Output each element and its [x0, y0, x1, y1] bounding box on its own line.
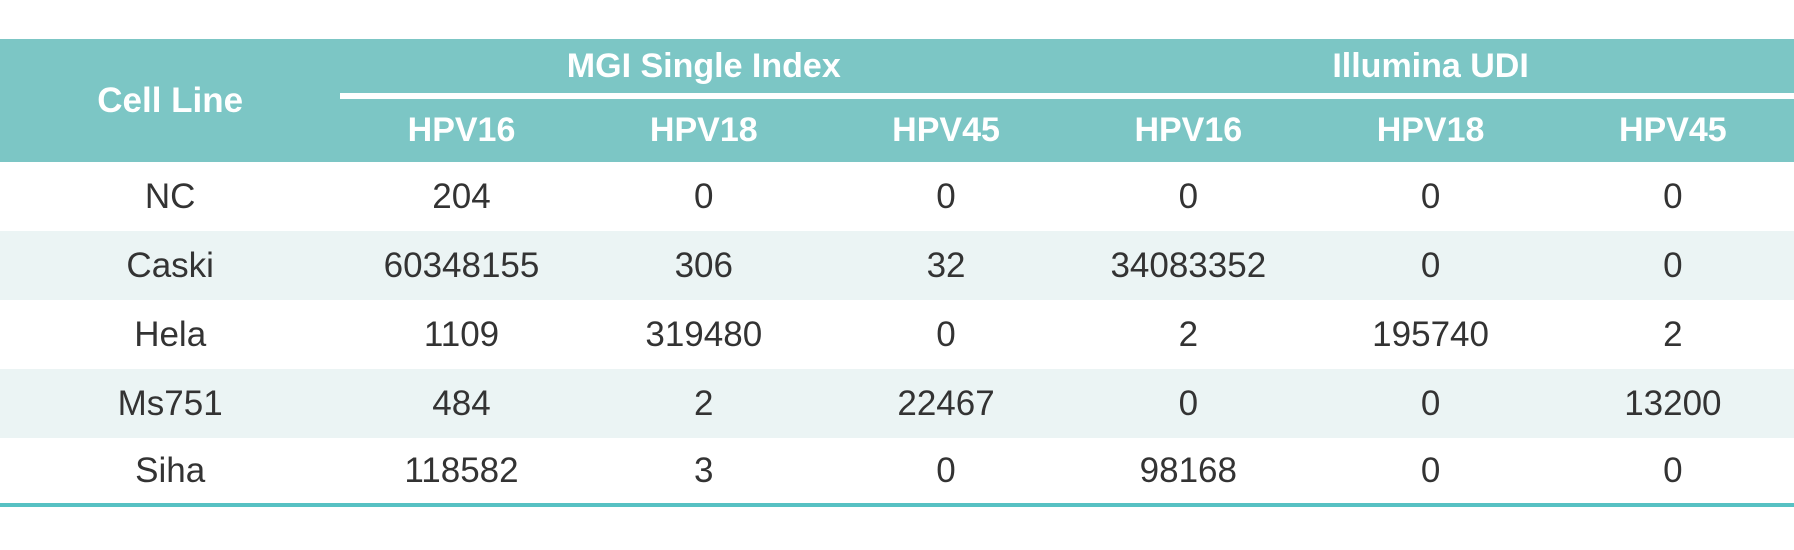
value-cell: 98168	[1067, 438, 1310, 507]
cell-line-name: Siha	[0, 438, 341, 507]
cell-line-name: NC	[0, 162, 341, 231]
value-cell: 195740	[1309, 300, 1552, 369]
column-header-mgi-hpv18: HPV18	[582, 99, 825, 162]
value-cell: 60348155	[340, 231, 583, 300]
value-cell: 0	[1067, 369, 1310, 438]
cell-line-name: Hela	[0, 300, 341, 369]
column-header-cell-line: Cell Line	[0, 39, 341, 162]
group-header-illumina-udi: Illumina UDI	[1067, 39, 1794, 99]
value-cell: 0	[824, 300, 1068, 369]
value-cell: 2	[1067, 300, 1310, 369]
table-body: NC 204 0 0 0 0 0 Caski 60348155 306 32 3…	[0, 162, 1794, 507]
group-header-mgi-single-index: MGI Single Index	[340, 39, 1068, 99]
table-row-siha: Siha 118582 3 0 98168 0 0	[0, 438, 1794, 507]
value-cell: 0	[1551, 162, 1794, 231]
value-cell: 0	[582, 162, 825, 231]
value-cell: 0	[1309, 162, 1552, 231]
value-cell: 34083352	[1067, 231, 1310, 300]
group-header-row: Cell Line MGI Single Index Illumina UDI	[0, 39, 1794, 162]
value-cell: 484	[340, 369, 583, 438]
value-cell: 2	[582, 369, 825, 438]
column-header-mgi-hpv45: HPV45	[824, 99, 1068, 162]
value-cell: 306	[582, 231, 825, 300]
value-cell: 204	[340, 162, 583, 231]
value-cell: 0	[1309, 438, 1552, 507]
column-header-illumina-hpv16: HPV16	[1067, 99, 1310, 162]
value-cell: 0	[1551, 231, 1794, 300]
value-cell: 0	[824, 438, 1068, 507]
value-cell: 2	[1551, 300, 1794, 369]
table-row-caski: Caski 60348155 306 32 34083352 0 0	[0, 231, 1794, 300]
value-cell: 13200	[1551, 369, 1794, 438]
value-cell: 0	[824, 162, 1068, 231]
value-cell: 118582	[340, 438, 583, 507]
value-cell: 32	[824, 231, 1068, 300]
table-row-ms751: Ms751 484 2 22467 0 0 13200	[0, 369, 1794, 438]
value-cell: 1109	[340, 300, 583, 369]
table-header: Cell Line MGI Single Index Illumina UDI …	[0, 39, 1794, 162]
cell-line-name: Ms751	[0, 369, 341, 438]
value-cell: 0	[1067, 162, 1310, 231]
subcolumn-header-row: HPV16 HPV18 HPV45 HPV16 HPV18 HPV45	[0, 99, 1794, 162]
column-header-mgi-hpv16: HPV16	[340, 99, 583, 162]
value-cell: 0	[1309, 231, 1552, 300]
cell-line-reads-table: Cell Line MGI Single Index Illumina UDI …	[0, 39, 1794, 507]
table-row-hela: Hela 1109 319480 0 2 195740 2	[0, 300, 1794, 369]
value-cell: 3	[582, 438, 825, 507]
value-cell: 22467	[824, 369, 1068, 438]
value-cell: 0	[1309, 369, 1552, 438]
table-row-nc: NC 204 0 0 0 0 0	[0, 162, 1794, 231]
column-header-illumina-hpv18: HPV18	[1309, 99, 1552, 162]
cell-line-name: Caski	[0, 231, 341, 300]
value-cell: 319480	[582, 300, 825, 369]
column-header-illumina-hpv45: HPV45	[1551, 99, 1794, 162]
value-cell: 0	[1551, 438, 1794, 507]
